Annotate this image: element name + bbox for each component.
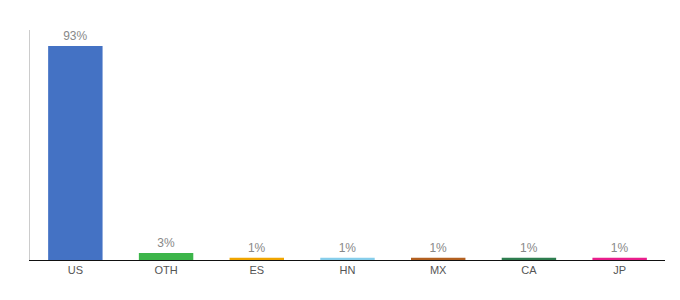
svg-text:US: US — [68, 264, 83, 276]
svg-text:1%: 1% — [339, 241, 357, 255]
svg-text:JP: JP — [613, 264, 626, 276]
svg-text:93%: 93% — [63, 29, 87, 43]
svg-text:3%: 3% — [157, 236, 175, 250]
svg-text:1%: 1% — [248, 241, 266, 255]
svg-text:1%: 1% — [520, 241, 538, 255]
svg-text:ES: ES — [249, 264, 264, 276]
svg-text:MX: MX — [430, 264, 447, 276]
svg-text:HN: HN — [340, 264, 356, 276]
svg-text:OTH: OTH — [154, 264, 177, 276]
svg-text:1%: 1% — [611, 241, 629, 255]
svg-text:1%: 1% — [429, 241, 447, 255]
svg-text:CA: CA — [521, 264, 537, 276]
